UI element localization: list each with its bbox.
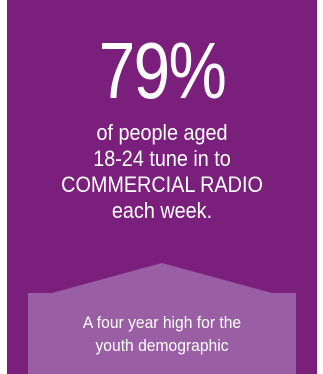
callout-shape xyxy=(28,263,296,374)
callout-line-2: youth demographic xyxy=(95,336,229,355)
callout-line-1: A four year high for the xyxy=(82,313,242,332)
headline-line-4: each week. xyxy=(111,198,213,223)
stat-value: 79% xyxy=(98,26,227,115)
infographic-panel: 79% of people aged 18-24 tune in to COMM… xyxy=(7,0,317,374)
headline: of people aged 18-24 tune in to COMMERCI… xyxy=(7,120,317,224)
headline-line-1: of people aged xyxy=(96,120,228,145)
callout-text: A four year high for the youth demograph… xyxy=(28,311,296,357)
headline-line-2: 18-24 tune in to xyxy=(93,146,231,171)
callout-pentagon xyxy=(28,263,296,374)
callout-box: A four year high for the youth demograph… xyxy=(28,263,296,374)
headline-line-3: COMMERCIAL RADIO xyxy=(61,172,263,197)
